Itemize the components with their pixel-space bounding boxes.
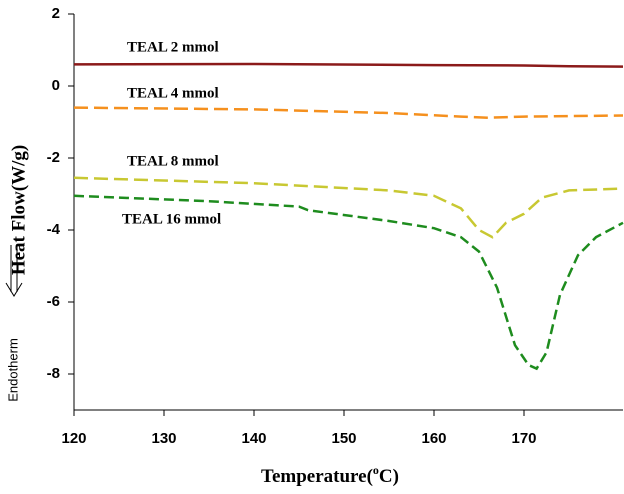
x-tick-label: 160 [421,430,446,447]
y-tick-label: -2 [47,149,60,166]
series-annotation: TEAL 8 mmol [127,153,219,169]
series-annotation: TEAL 4 mmol [127,85,219,101]
x-tick-label: 130 [151,430,176,447]
x-tick-label: 170 [511,430,536,447]
series-annotation: TEAL 16 mmol [122,211,221,227]
line-series [73,106,624,119]
x-tick-label: 150 [331,430,356,447]
line-series [73,194,624,371]
x-label-part: Temperature( [261,466,373,487]
endotherm-arrow [5,245,23,297]
y-tick-label: 0 [52,77,60,94]
x-tick-label: 120 [61,430,86,447]
x-label-part: C) [379,466,399,487]
y-tick-label: -8 [47,365,60,382]
x-label-sup: o [373,463,379,477]
x-tick-label: 140 [241,430,266,447]
x-axis-label: Temperature(oC) [261,463,399,488]
line-series [73,62,624,68]
line-series [73,176,624,239]
y-tick-label: -4 [47,221,61,238]
endotherm-label: Endotherm [5,338,20,402]
y-tick-label: -6 [47,293,60,310]
y-axis-label: Heat Flow(W/g) [8,145,29,275]
series-annotation: TEAL 2 mmol [127,39,219,55]
y-tick-label: 2 [52,5,60,22]
